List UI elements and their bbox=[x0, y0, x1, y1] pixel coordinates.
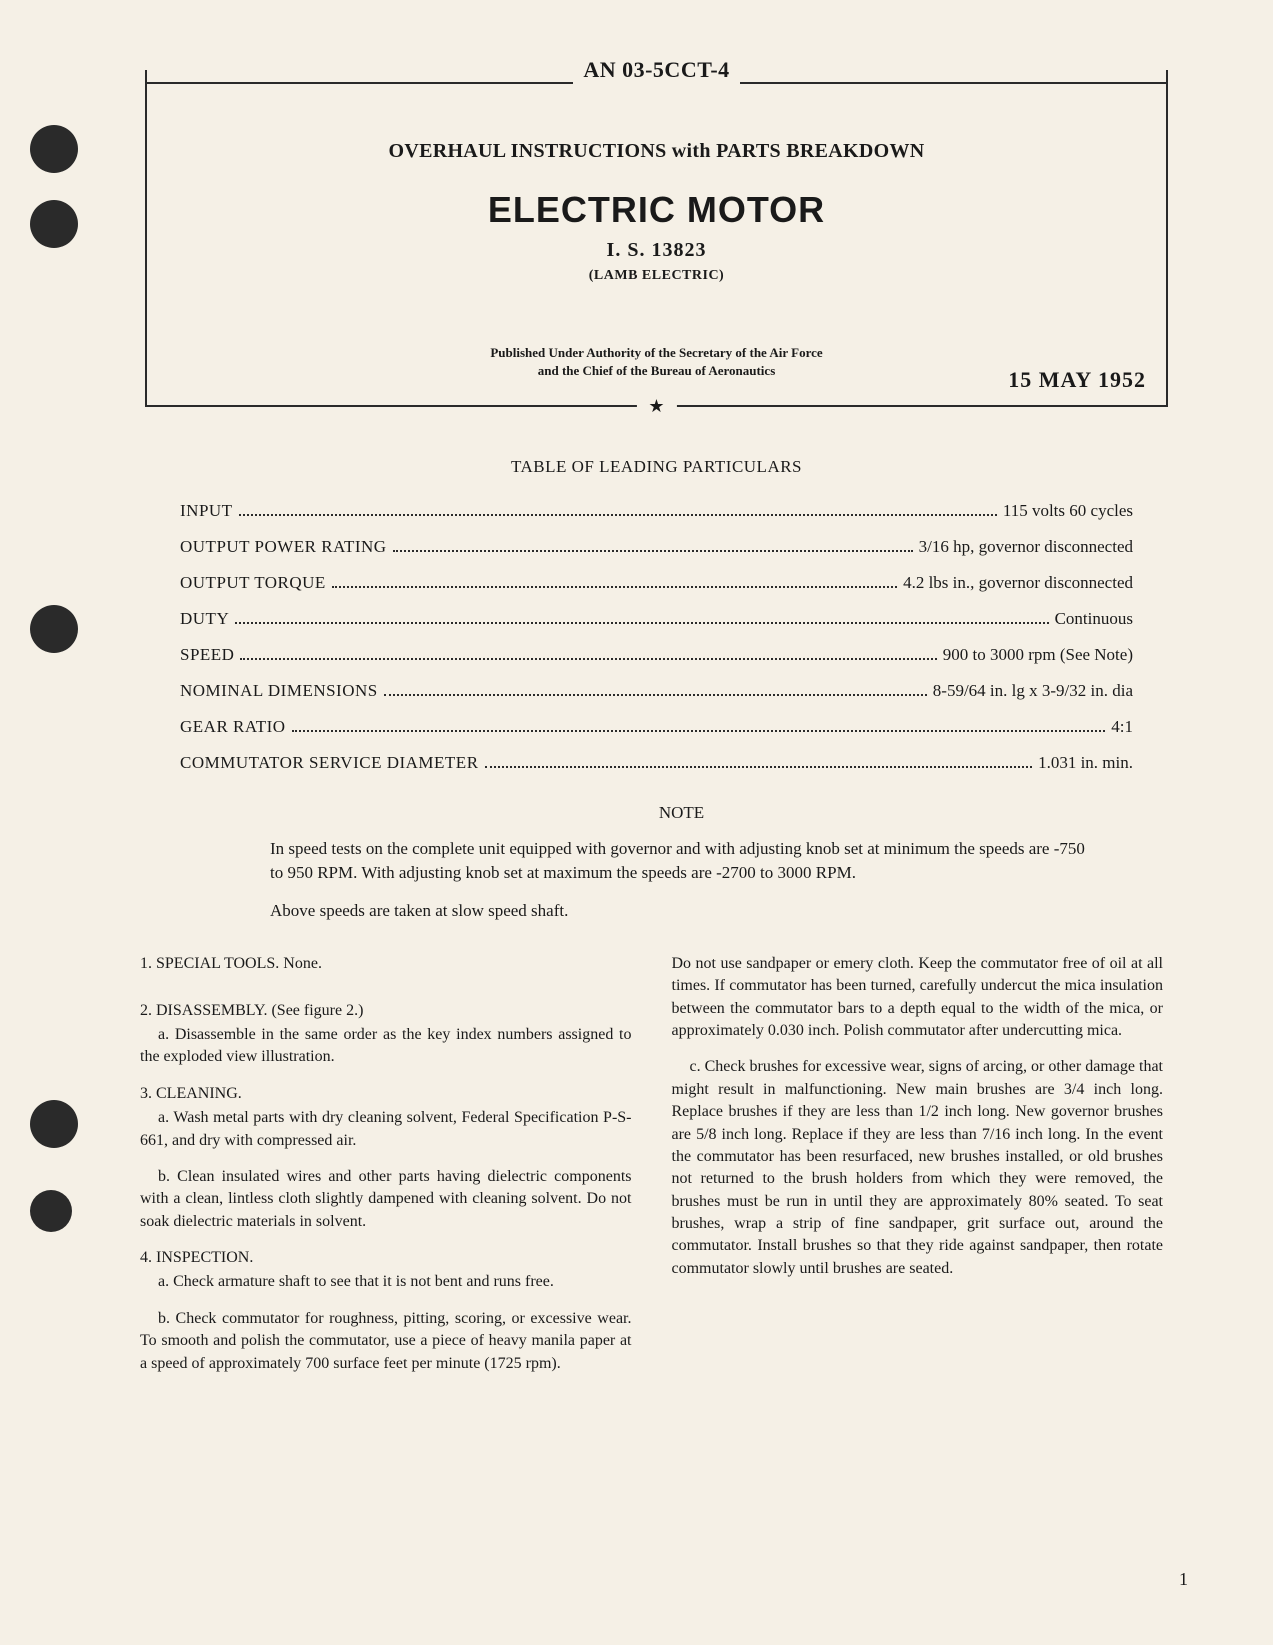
left-column: 1. SPECIAL TOOLS. None. 2. DISASSEMBLY. … bbox=[140, 953, 632, 1389]
punch-hole bbox=[30, 1190, 72, 1232]
spec-label: COMMUTATOR SERVICE DIAMETER bbox=[180, 753, 479, 773]
spec-row: GEAR RATIO 4:1 bbox=[180, 717, 1133, 737]
document-subtitle: I. S. 13823 bbox=[177, 239, 1136, 262]
spec-row: INPUT 115 volts 60 cycles bbox=[180, 501, 1133, 521]
spec-row: COMMUTATOR SERVICE DIAMETER 1.031 in. mi… bbox=[180, 753, 1133, 773]
body-paragraph: c. Check brushes for excessive wear, sig… bbox=[672, 1056, 1164, 1280]
body-paragraph: b. Clean insulated wires and other parts… bbox=[140, 1166, 632, 1233]
header-top-border: AN 03-5CCT-4 bbox=[147, 70, 1166, 96]
punch-hole bbox=[30, 125, 78, 173]
spec-value: 3/16 hp, governor disconnected bbox=[919, 537, 1133, 557]
spec-dots bbox=[384, 694, 927, 696]
document-title: ELECTRIC MOTOR bbox=[177, 189, 1136, 231]
document-type: OVERHAUL INSTRUCTIONS with PARTS BREAKDO… bbox=[177, 140, 1136, 163]
page-number: 1 bbox=[1179, 1569, 1188, 1590]
spec-row: DUTY Continuous bbox=[180, 609, 1133, 629]
spec-value: 4:1 bbox=[1111, 717, 1133, 737]
spec-row: NOMINAL DIMENSIONS 8-59/64 in. lg x 3-9/… bbox=[180, 681, 1133, 701]
border-line bbox=[147, 82, 573, 84]
spec-label: DUTY bbox=[180, 609, 229, 629]
body-paragraph: b. Check commutator for roughness, pitti… bbox=[140, 1308, 632, 1375]
note-paragraph: In speed tests on the complete unit equi… bbox=[270, 837, 1093, 885]
punch-hole bbox=[30, 1100, 78, 1148]
spec-value: 8-59/64 in. lg x 3-9/32 in. dia bbox=[933, 681, 1133, 701]
punch-hole bbox=[30, 200, 78, 248]
spec-dots bbox=[485, 766, 1033, 768]
document-number: AN 03-5CCT-4 bbox=[573, 57, 739, 83]
body-paragraph: a. Check armature shaft to see that it i… bbox=[140, 1271, 632, 1293]
star-icon: ★ bbox=[636, 396, 676, 417]
spec-value: Continuous bbox=[1055, 609, 1133, 629]
spec-label: INPUT bbox=[180, 501, 233, 521]
note-title: NOTE bbox=[270, 803, 1093, 823]
spec-label: SPEED bbox=[180, 645, 234, 665]
body-paragraph: a. Wash metal parts with dry cleaning so… bbox=[140, 1107, 632, 1152]
spec-row: OUTPUT POWER RATING 3/16 hp, governor di… bbox=[180, 537, 1133, 557]
section-heading: 4. INSPECTION. bbox=[140, 1247, 632, 1269]
spec-dots bbox=[239, 514, 997, 516]
header-frame: AN 03-5CCT-4 OVERHAUL INSTRUCTIONS with … bbox=[145, 70, 1168, 407]
document-manufacturer: (LAMB ELECTRIC) bbox=[177, 268, 1136, 284]
spec-label: GEAR RATIO bbox=[180, 717, 286, 737]
spec-dots bbox=[292, 730, 1106, 732]
punch-hole bbox=[30, 605, 78, 653]
particulars-section: TABLE OF LEADING PARTICULARS INPUT 115 v… bbox=[180, 457, 1133, 773]
spec-label: OUTPUT TORQUE bbox=[180, 573, 326, 593]
right-column: Do not use sandpaper or emery cloth. Kee… bbox=[672, 953, 1164, 1389]
spec-value: 1.031 in. min. bbox=[1038, 753, 1133, 773]
spec-value: 900 to 3000 rpm (See Note) bbox=[943, 645, 1133, 665]
spec-dots bbox=[393, 550, 913, 552]
spec-dots bbox=[240, 658, 936, 660]
spec-dots bbox=[235, 622, 1048, 624]
spec-value: 4.2 lbs in., governor disconnected bbox=[903, 573, 1133, 593]
spec-label: NOMINAL DIMENSIONS bbox=[180, 681, 378, 701]
spec-label: OUTPUT POWER RATING bbox=[180, 537, 387, 557]
section-heading: 2. DISASSEMBLY. (See figure 2.) bbox=[140, 1000, 632, 1022]
document-date: 15 MAY 1952 bbox=[1008, 367, 1146, 393]
body-paragraph: a. Disassemble in the same order as the … bbox=[140, 1024, 632, 1069]
document-authority: Published Under Authority of the Secreta… bbox=[177, 344, 1136, 380]
spec-value: 115 volts 60 cycles bbox=[1003, 501, 1133, 521]
body-paragraph: Do not use sandpaper or emery cloth. Kee… bbox=[672, 953, 1164, 1043]
particulars-title: TABLE OF LEADING PARTICULARS bbox=[180, 457, 1133, 477]
border-line bbox=[740, 82, 1166, 84]
spec-dots bbox=[332, 586, 897, 588]
authority-line1: Published Under Authority of the Secreta… bbox=[490, 345, 822, 360]
note-section: NOTE In speed tests on the complete unit… bbox=[270, 803, 1093, 922]
spec-row: SPEED 900 to 3000 rpm (See Note) bbox=[180, 645, 1133, 665]
section-heading: 3. CLEANING. bbox=[140, 1083, 632, 1105]
note-paragraph: Above speeds are taken at slow speed sha… bbox=[270, 899, 1093, 923]
spec-row: OUTPUT TORQUE 4.2 lbs in., governor disc… bbox=[180, 573, 1133, 593]
authority-line2: and the Chief of the Bureau of Aeronauti… bbox=[538, 363, 776, 378]
body-columns: 1. SPECIAL TOOLS. None. 2. DISASSEMBLY. … bbox=[140, 953, 1163, 1389]
section-heading: 1. SPECIAL TOOLS. None. bbox=[140, 953, 632, 975]
